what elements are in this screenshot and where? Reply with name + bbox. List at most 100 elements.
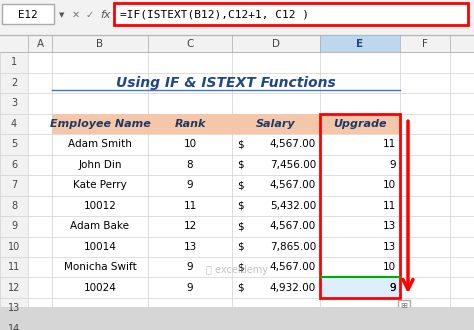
FancyBboxPatch shape bbox=[148, 114, 232, 134]
Text: 4: 4 bbox=[11, 119, 17, 129]
Text: Using IF & ISTEXT Functions: Using IF & ISTEXT Functions bbox=[116, 76, 336, 90]
Text: D: D bbox=[272, 39, 280, 49]
Text: 10: 10 bbox=[383, 180, 396, 190]
Text: $: $ bbox=[237, 242, 243, 252]
Text: ✓: ✓ bbox=[86, 10, 94, 20]
Text: $: $ bbox=[237, 180, 243, 190]
FancyBboxPatch shape bbox=[0, 134, 28, 154]
Text: Upgrade: Upgrade bbox=[333, 119, 387, 129]
Text: 10014: 10014 bbox=[83, 242, 117, 252]
FancyBboxPatch shape bbox=[0, 257, 28, 278]
Text: C: C bbox=[186, 39, 194, 49]
Text: F: F bbox=[422, 39, 428, 49]
Text: 12: 12 bbox=[183, 221, 197, 231]
Text: 13: 13 bbox=[383, 242, 396, 252]
Text: 8: 8 bbox=[187, 160, 193, 170]
Text: 11: 11 bbox=[8, 262, 20, 272]
Text: 4,567.00: 4,567.00 bbox=[270, 221, 316, 231]
Text: $: $ bbox=[237, 160, 243, 170]
Text: E12: E12 bbox=[18, 10, 38, 20]
Text: ⊞: ⊞ bbox=[401, 301, 408, 310]
Text: ▼: ▼ bbox=[59, 12, 64, 18]
FancyBboxPatch shape bbox=[0, 73, 28, 93]
Text: 1: 1 bbox=[11, 57, 17, 67]
Text: 10012: 10012 bbox=[83, 201, 117, 211]
Text: 10: 10 bbox=[8, 242, 20, 252]
Text: 7: 7 bbox=[11, 180, 17, 190]
FancyBboxPatch shape bbox=[0, 298, 28, 318]
Text: Rank: Rank bbox=[174, 119, 206, 129]
Text: Kate Perry: Kate Perry bbox=[73, 180, 127, 190]
Text: $: $ bbox=[237, 221, 243, 231]
Text: 8: 8 bbox=[11, 201, 17, 211]
FancyBboxPatch shape bbox=[0, 0, 474, 35]
FancyBboxPatch shape bbox=[232, 114, 320, 134]
FancyBboxPatch shape bbox=[0, 0, 474, 307]
Text: 13: 13 bbox=[183, 242, 197, 252]
Text: 4,567.00: 4,567.00 bbox=[270, 262, 316, 272]
Text: 9: 9 bbox=[11, 221, 17, 231]
Text: 10: 10 bbox=[383, 262, 396, 272]
Text: 13: 13 bbox=[8, 303, 20, 313]
FancyBboxPatch shape bbox=[320, 278, 400, 298]
Text: 11: 11 bbox=[383, 139, 396, 149]
FancyBboxPatch shape bbox=[0, 318, 28, 330]
Text: Adam Smith: Adam Smith bbox=[68, 139, 132, 149]
Text: 10024: 10024 bbox=[83, 283, 117, 293]
Text: 9: 9 bbox=[187, 283, 193, 293]
Text: 7,456.00: 7,456.00 bbox=[270, 160, 316, 170]
FancyBboxPatch shape bbox=[0, 52, 28, 73]
FancyBboxPatch shape bbox=[2, 4, 54, 24]
FancyBboxPatch shape bbox=[0, 237, 28, 257]
Text: $: $ bbox=[237, 201, 243, 211]
FancyBboxPatch shape bbox=[0, 175, 28, 196]
Text: 11: 11 bbox=[183, 201, 197, 211]
FancyBboxPatch shape bbox=[0, 114, 28, 134]
Text: 9: 9 bbox=[187, 262, 193, 272]
Text: 3: 3 bbox=[11, 98, 17, 108]
Text: Employee Name: Employee Name bbox=[50, 119, 150, 129]
Text: A: A bbox=[36, 39, 44, 49]
Text: fx: fx bbox=[101, 10, 111, 20]
Text: 4,567.00: 4,567.00 bbox=[270, 180, 316, 190]
Text: 9: 9 bbox=[389, 283, 396, 293]
FancyBboxPatch shape bbox=[0, 154, 28, 175]
FancyBboxPatch shape bbox=[0, 216, 28, 237]
FancyBboxPatch shape bbox=[52, 114, 148, 134]
Text: 10: 10 bbox=[183, 139, 197, 149]
Text: 11: 11 bbox=[383, 201, 396, 211]
Text: Monicha Swift: Monicha Swift bbox=[64, 262, 137, 272]
Text: 12: 12 bbox=[8, 283, 20, 293]
Text: ✕: ✕ bbox=[72, 10, 80, 20]
Text: 9: 9 bbox=[187, 180, 193, 190]
FancyBboxPatch shape bbox=[0, 35, 474, 52]
FancyBboxPatch shape bbox=[398, 300, 410, 311]
Text: 9: 9 bbox=[389, 160, 396, 170]
FancyBboxPatch shape bbox=[320, 114, 400, 134]
FancyBboxPatch shape bbox=[114, 3, 468, 25]
Text: John Din: John Din bbox=[78, 160, 122, 170]
Text: $: $ bbox=[237, 283, 243, 293]
Text: B: B bbox=[96, 39, 103, 49]
Text: =IF(ISTEXT(B12),C12+1, C12 ): =IF(ISTEXT(B12),C12+1, C12 ) bbox=[120, 10, 309, 20]
Text: 9: 9 bbox=[389, 283, 396, 293]
Text: 5: 5 bbox=[11, 139, 17, 149]
Text: Adam Bake: Adam Bake bbox=[71, 221, 129, 231]
Text: E: E bbox=[356, 39, 364, 49]
Text: 4,567.00: 4,567.00 bbox=[270, 139, 316, 149]
Text: 2: 2 bbox=[11, 78, 17, 88]
FancyBboxPatch shape bbox=[0, 278, 28, 298]
Text: Salary: Salary bbox=[256, 119, 296, 129]
Text: $: $ bbox=[237, 262, 243, 272]
Text: 14: 14 bbox=[8, 324, 20, 330]
Text: 4,932.00: 4,932.00 bbox=[270, 283, 316, 293]
Text: 5,432.00: 5,432.00 bbox=[270, 201, 316, 211]
Text: $: $ bbox=[237, 139, 243, 149]
FancyBboxPatch shape bbox=[0, 196, 28, 216]
Text: 13: 13 bbox=[383, 221, 396, 231]
FancyBboxPatch shape bbox=[0, 93, 28, 114]
Text: 6: 6 bbox=[11, 160, 17, 170]
FancyBboxPatch shape bbox=[320, 35, 400, 52]
Text: 7,865.00: 7,865.00 bbox=[270, 242, 316, 252]
Text: 🏢 exceldemy: 🏢 exceldemy bbox=[206, 265, 268, 275]
